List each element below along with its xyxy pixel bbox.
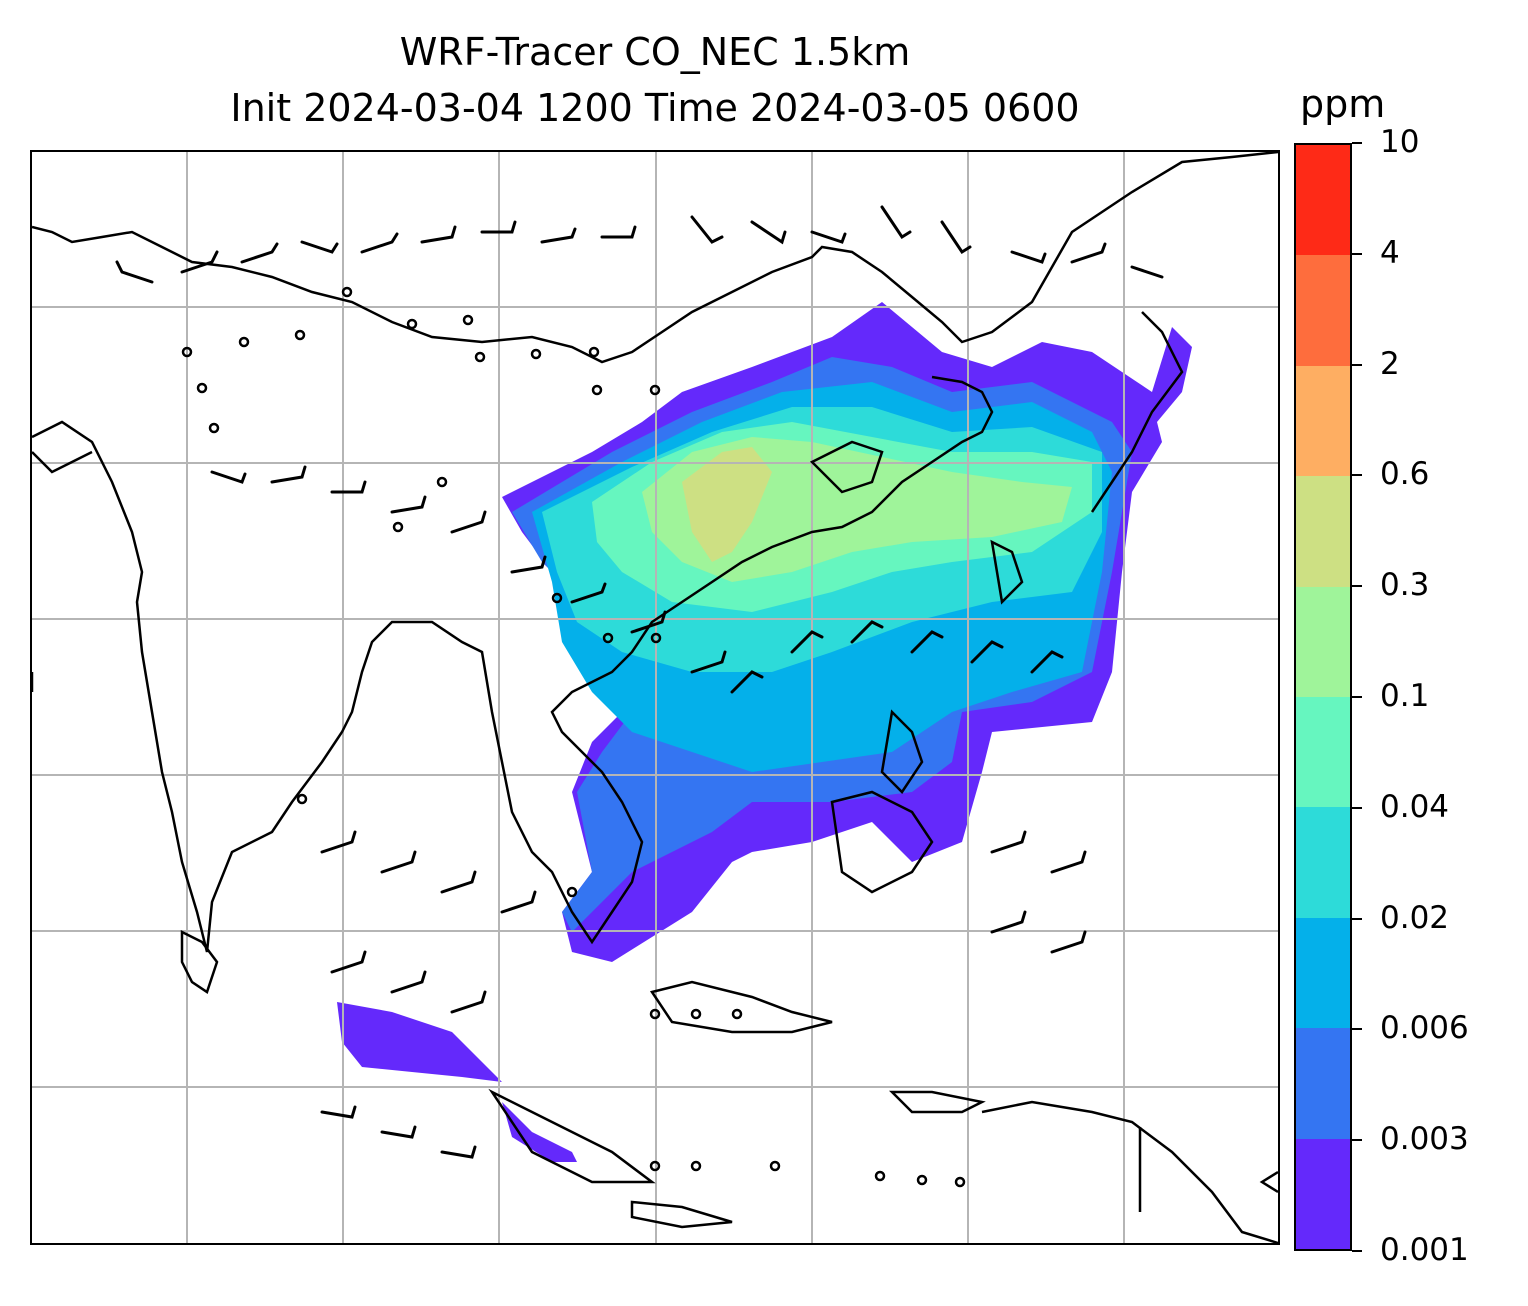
colorbar-segment: [1296, 917, 1350, 1029]
colorbar-tick: [1352, 363, 1362, 366]
wind-barbs: [115, 205, 1164, 1159]
colorbar-tick: [1352, 474, 1362, 477]
colorbar-unit: ppm: [1300, 82, 1386, 126]
colorbar-segment: [1296, 475, 1350, 587]
colorbar-tick-label: 0.3: [1380, 567, 1430, 604]
colorbar-tick: [1352, 696, 1362, 698]
colorbar-tick-label: 0.02: [1380, 899, 1450, 936]
colorbar-segment: [1296, 586, 1350, 697]
colorbar-tick-label: 0.003: [1380, 1121, 1469, 1158]
colorbar-tick-label: 4: [1380, 234, 1400, 271]
colorbar-segment: [1296, 1027, 1350, 1139]
colorbar-segment: [1296, 144, 1350, 256]
colorbar-tick-label: 2: [1380, 345, 1400, 382]
plume-level-0.001-south: [337, 1002, 502, 1082]
colorbar-tick-label: 0.1: [1380, 678, 1430, 714]
plume-level-0.001-sumatra: [502, 1102, 577, 1162]
colorbar-segment: [1296, 696, 1350, 808]
colorbar-tick: [1352, 1028, 1362, 1031]
colorbar-tick: [1352, 1250, 1362, 1252]
colorbar-segment: [1296, 1138, 1350, 1249]
colorbar-tick: [1352, 917, 1362, 920]
colorbar-tick-label: 0.6: [1380, 456, 1430, 493]
map-panel[interactable]: [30, 150, 1280, 1245]
coastlines-borders: [32, 152, 1278, 1243]
colorbar-tick-label: 0.04: [1380, 788, 1450, 825]
lat-lon-grid: [32, 152, 1278, 1243]
colorbar-segment: [1296, 806, 1350, 918]
colorbar-tick: [1352, 806, 1362, 809]
calm-wind-circles: [181, 286, 966, 1188]
colorbar-tick: [1352, 252, 1362, 255]
map-title-line2: Init 2024-03-04 1200 Time 2024-03-05 060…: [230, 86, 1080, 130]
colorbar-tick: [1352, 585, 1362, 588]
plume-level-0.3: [682, 447, 772, 562]
colorbar-tick-label: 0.001: [1380, 1232, 1469, 1268]
colorbar-tick-label: 0.006: [1380, 1010, 1469, 1047]
colorbar-tick-label: 10: [1380, 124, 1420, 160]
colorbar-tick: [1352, 142, 1362, 144]
colorbar: [1294, 143, 1352, 1251]
map-canvas: [32, 152, 1278, 1243]
map-title-line1: WRF-Tracer CO_NEC 1.5km: [399, 30, 911, 74]
colorbar-segment: [1296, 254, 1350, 366]
colorbar-tick: [1352, 1139, 1362, 1142]
colorbar-segment: [1296, 365, 1350, 477]
